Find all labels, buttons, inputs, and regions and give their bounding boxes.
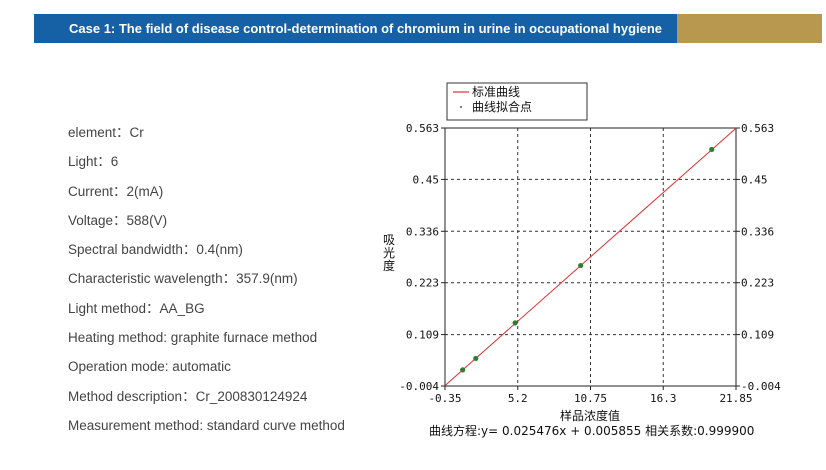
data-point	[578, 262, 584, 269]
legend-box	[446, 82, 588, 121]
curve-equation: 曲线方程:y= 0.025476x + 0.005855 相关系数:0.9999…	[429, 423, 754, 438]
y-tick-label-right: 0.223	[741, 277, 774, 290]
header-banner: Case 1: The field of disease control-det…	[34, 14, 822, 43]
y-axis-label-char: 吸	[383, 233, 395, 247]
y-tick-label-left: 0.563	[406, 122, 439, 135]
points-layer	[460, 146, 715, 373]
param-current: Current：2(mA)	[68, 183, 164, 199]
y-tick-label-right: -0.004	[741, 380, 781, 393]
legend: 标准曲线 曲线拟合点	[446, 82, 588, 121]
param-light: Light：6	[68, 154, 119, 170]
fit-line	[444, 127, 737, 386]
parameter-list: element：Cr Light：6 Current：2(mA) Voltage…	[68, 124, 345, 446]
param-light-method: Light method：AA_BG	[68, 300, 205, 316]
x-tick-label: 5.2	[508, 392, 528, 405]
y-tick-label-left: 0.109	[406, 329, 439, 342]
legend-fit-line-label: 标准曲线	[472, 85, 520, 99]
legend-point-swatch	[460, 106, 462, 108]
y-axis-label: 吸光度	[383, 233, 395, 273]
fit-line-layer	[444, 127, 737, 386]
param-measurement-method: Measurement method: standard curve metho…	[68, 417, 345, 433]
x-tick-label: 10.75	[574, 392, 607, 405]
param-heating-method: Heating method: graphite furnace method	[68, 330, 318, 346]
param-characteristic-wavelength: Characteristic wavelength：357.9(nm)	[68, 271, 298, 287]
banner-title: Case 1: The field of disease control-det…	[34, 14, 677, 43]
y-tick-label-left: 0.336	[406, 225, 439, 238]
y-axis-label-char: 光	[383, 246, 395, 260]
y-axis-label-text: 吸光度	[383, 233, 395, 273]
param-element: element：Cr	[68, 125, 144, 140]
y-axis-label-char: 度	[383, 258, 395, 273]
data-point	[460, 367, 466, 373]
y-tick-label-right: 0.563	[741, 122, 774, 135]
x-tick-label: 21.85	[719, 392, 752, 405]
data-point	[512, 320, 518, 326]
data-point	[709, 146, 715, 153]
param-spectral-bandwidth: Spectral bandwidth：0.4(nm)	[68, 242, 243, 258]
x-tick-label: -0.35	[428, 392, 461, 405]
param-method-description: Method description：Cr_200830124924	[68, 388, 308, 404]
x-tick-label: 16.3	[650, 392, 677, 405]
y-tick-label-left: 0.45	[413, 173, 440, 186]
y-tick-label-left: 0.223	[406, 277, 439, 290]
y-tick-label-left: -0.004	[399, 380, 439, 393]
param-voltage: Voltage：588(V)	[68, 212, 168, 228]
param-operation-mode: Operation mode: automatic	[68, 359, 231, 375]
y-tick-label-right: 0.109	[741, 329, 774, 342]
banner-accent	[677, 14, 822, 43]
data-point	[473, 355, 479, 362]
y-tick-label-right: 0.336	[741, 225, 774, 238]
axis-ticks: 0.563 0.563 0.45 0.45 0.336 0.336 0.223 0.223 0.…	[399, 122, 781, 405]
x-axis-label: 样品浓度值	[560, 408, 620, 423]
grid	[445, 128, 736, 386]
legend-points-label: 曲线拟合点	[472, 99, 532, 114]
y-tick-label-right: 0.45	[741, 173, 768, 186]
